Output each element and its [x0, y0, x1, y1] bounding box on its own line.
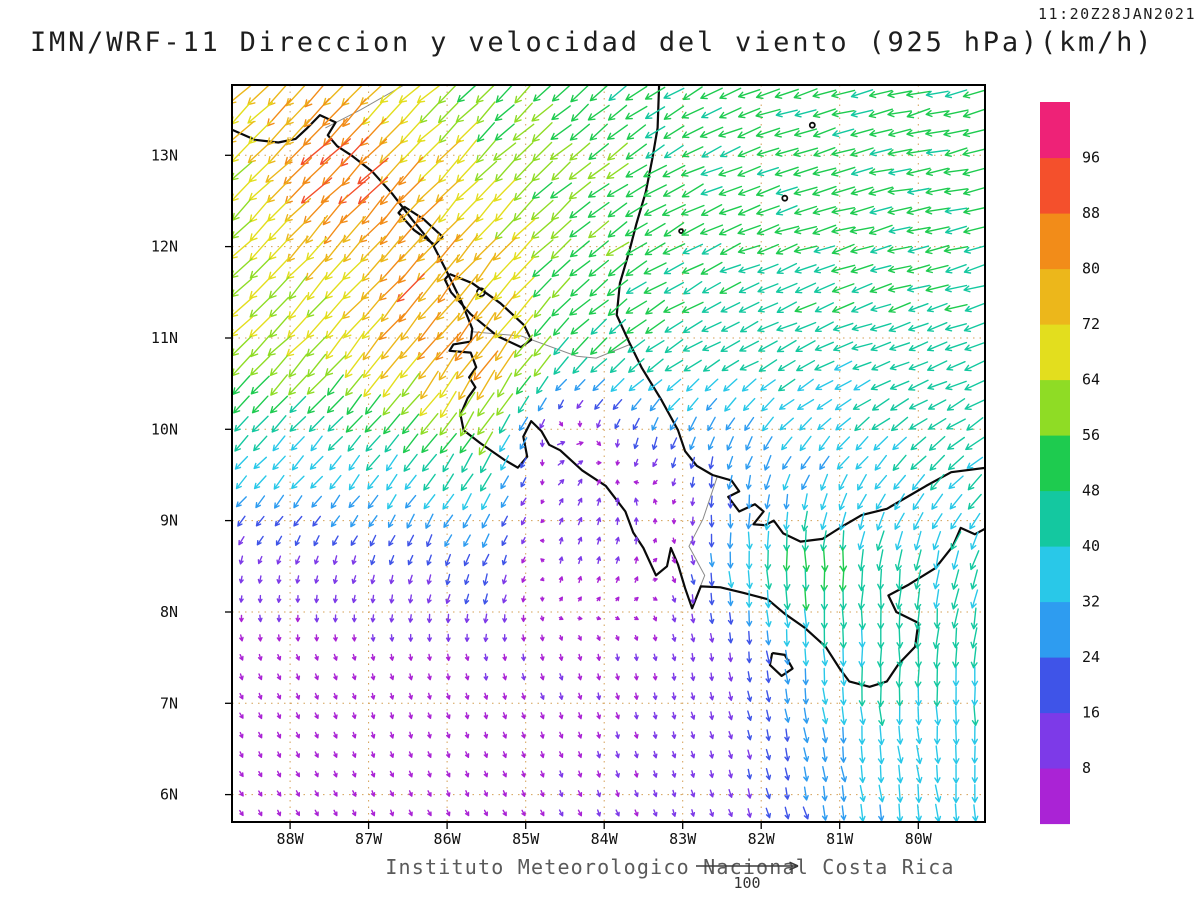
lon-tick-label: 86W: [434, 830, 462, 848]
run-timestamp: 11:20Z28JAN2021: [1038, 5, 1196, 23]
colorbar-label: 80: [1082, 260, 1100, 278]
lon-tick-label: 82W: [748, 830, 776, 848]
colorbar-segment: [1040, 546, 1070, 603]
lon-tick-label: 81W: [826, 830, 854, 848]
colorbar: 96 88 80 72 64 56 48 40 32 24 16 8: [1040, 102, 1100, 825]
lon-tick-label: 88W: [277, 830, 305, 848]
lon-tick-label: 83W: [669, 830, 697, 848]
island: [808, 121, 816, 129]
colorbar-label: 32: [1082, 593, 1100, 611]
lat-tick-label: 8N: [160, 603, 178, 621]
chart-title: IMN/WRF-11 Direccion y velocidad del vie…: [30, 27, 1155, 58]
coastline-path: [768, 651, 794, 678]
colorbar-segment: [1040, 435, 1070, 492]
graticule: [232, 85, 985, 822]
colorbar-segment: [1040, 712, 1070, 769]
reference-arrow-label: 100: [733, 874, 761, 892]
lon-tick-label: 84W: [591, 830, 619, 848]
colorbar-segment: [1040, 157, 1070, 214]
lat-tick-label: 9N: [160, 512, 178, 530]
plot-frame: [231, 84, 986, 823]
lon-tick-label: 80W: [905, 830, 933, 848]
coastline-path: [232, 113, 985, 688]
coastline-path: [443, 272, 533, 349]
lat-tick-label: 13N: [151, 146, 178, 164]
wind-arrows: [232, 85, 985, 822]
colorbar-segment: [1040, 490, 1070, 547]
lon-tick-label: 85W: [512, 830, 540, 848]
coastlines: [232, 85, 985, 688]
colorbar-label: 96: [1082, 149, 1100, 167]
colorbar-label: 40: [1082, 537, 1100, 555]
lat-tick-label: 6N: [160, 786, 178, 804]
country-borders: [325, 85, 718, 608]
colorbar-label: 88: [1082, 204, 1100, 222]
lon-tick-label: 87W: [355, 830, 383, 848]
lat-tick-label: 11N: [151, 329, 178, 347]
colorbar-segment: [1040, 102, 1070, 159]
colorbar-segment: [1040, 379, 1070, 436]
lat-tick-label: 12N: [151, 238, 178, 256]
colorbar-segment: [1040, 213, 1070, 270]
colorbar-label: 56: [1082, 426, 1100, 444]
colorbar-segment: [1040, 657, 1070, 714]
colorbar-label: 64: [1082, 371, 1100, 389]
colorbar-label: 16: [1082, 704, 1100, 722]
lat-tick-label: 10N: [151, 420, 178, 438]
colorbar-label: 24: [1082, 648, 1100, 666]
colorbar-segment: [1040, 324, 1070, 381]
colorbar-label: 8: [1082, 759, 1091, 777]
coastline-path: [615, 85, 985, 543]
colorbar-segment: [1040, 601, 1070, 658]
colorbar-segment: [1040, 768, 1070, 825]
colorbar-label: 72: [1082, 315, 1100, 333]
island: [781, 194, 789, 202]
footer-caption: Instituto Meteorologico Nacional Costa R…: [385, 855, 955, 879]
colorbar-segment: [1040, 268, 1070, 325]
axis-ticks: 13N 12N 11N 10N 9N 8N 7N 6N 88W 87W 86W 85W 84W 83W 82…: [151, 146, 933, 848]
colorbar-label: 48: [1082, 482, 1100, 500]
island: [475, 287, 486, 298]
lat-tick-label: 7N: [160, 694, 178, 712]
island: [678, 228, 684, 235]
coastline-path: [397, 205, 444, 246]
